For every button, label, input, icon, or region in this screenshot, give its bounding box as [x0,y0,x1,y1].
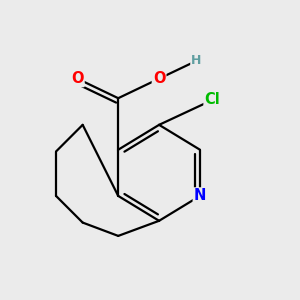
Text: O: O [153,71,165,86]
Text: Cl: Cl [205,92,220,107]
Text: H: H [191,54,202,68]
Text: O: O [71,71,84,86]
Text: N: N [194,188,206,203]
